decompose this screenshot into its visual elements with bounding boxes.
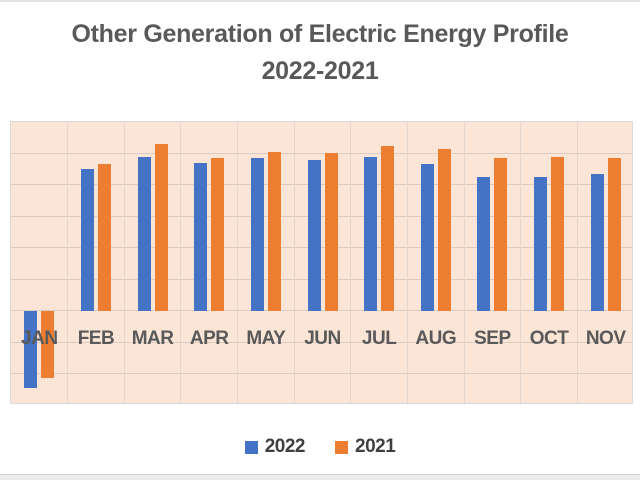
plot-area: JAN FEB MAR APR MAY JUN JUL AUG SEP OCT NOV [10,121,633,404]
gridline-horizontal [11,310,632,312]
legend-label-2021: 2021 [355,436,396,457]
bottom-edge-bar [0,474,640,480]
gridline-horizontal [11,184,632,186]
bar-2021-aug [437,148,451,311]
chart-title-line1: Other Generation of Electric Energy Prof… [71,20,569,48]
gridline-horizontal [11,341,632,343]
bar-2021-jan [41,310,55,379]
bar-2021-apr [211,158,225,311]
bar-2022-apr [194,162,208,311]
bar-2021-nov [607,158,621,311]
bar-2022-jun [307,159,321,311]
bar-2021-feb [97,164,111,311]
bar-2022-sep [477,177,491,311]
chart-title: Other Generation of Electric Energy Prof… [0,16,640,90]
gridline-vertical [180,122,182,403]
bar-2021-mar [154,144,168,311]
bar-2022-mar [137,156,151,311]
legend-swatch-2021-icon [335,440,348,454]
bar-2022-jul [364,156,378,311]
gridline-vertical [350,122,352,403]
bar-2022-feb [80,169,94,311]
x-axis-label-jan: JAN [21,328,58,349]
x-axis-label-jul: JUL [361,328,397,349]
bar-2022-oct [534,177,548,311]
x-axis-label-aug: AUG [415,328,457,349]
bar-2021-oct [551,156,565,311]
x-axis-label-jun: JUN [304,328,341,349]
gridline-horizontal [11,215,632,217]
x-axis-label-feb: FEB [77,328,115,349]
x-axis-label-mar: MAR [131,328,174,349]
bar-2021-jun [324,153,338,311]
gridline-vertical [293,122,295,403]
legend-swatch-2022-icon [244,440,258,454]
gridline-vertical [520,122,522,403]
bar-2021-sep [494,158,508,311]
bar-2022-may [250,158,264,311]
gridline-horizontal [11,152,632,154]
gridline-vertical [123,122,125,403]
chart-title-line2: 2022-2021 [261,57,379,85]
x-axis-label-nov: NOV [585,328,626,349]
legend: 2022 2021 [0,436,640,458]
bar-2022-jan [24,310,38,388]
legend-item-2021: 2021 [335,436,396,458]
gridline-horizontal [11,278,632,280]
bar-2021-jul [381,145,395,311]
gridline-horizontal [11,373,632,375]
legend-label-2022: 2022 [264,436,306,457]
x-axis-label-sep: SEP [474,328,511,349]
x-axis-label-apr: APR [189,328,229,349]
x-axis-label-may: MAY [246,328,286,349]
gridline-vertical [576,122,578,403]
gridline-vertical [67,122,69,403]
gridline-vertical [237,122,239,403]
legend-item-2022: 2022 [244,436,306,458]
bar-2022-aug [420,164,434,311]
gridline-vertical [406,122,408,403]
bar-2021-may [267,151,281,311]
bar-2022-nov [590,173,604,311]
gridline-horizontal [11,247,632,249]
gridline-vertical [463,122,465,403]
x-axis-label-oct: OCT [529,328,569,349]
top-edge-line [0,0,640,2]
